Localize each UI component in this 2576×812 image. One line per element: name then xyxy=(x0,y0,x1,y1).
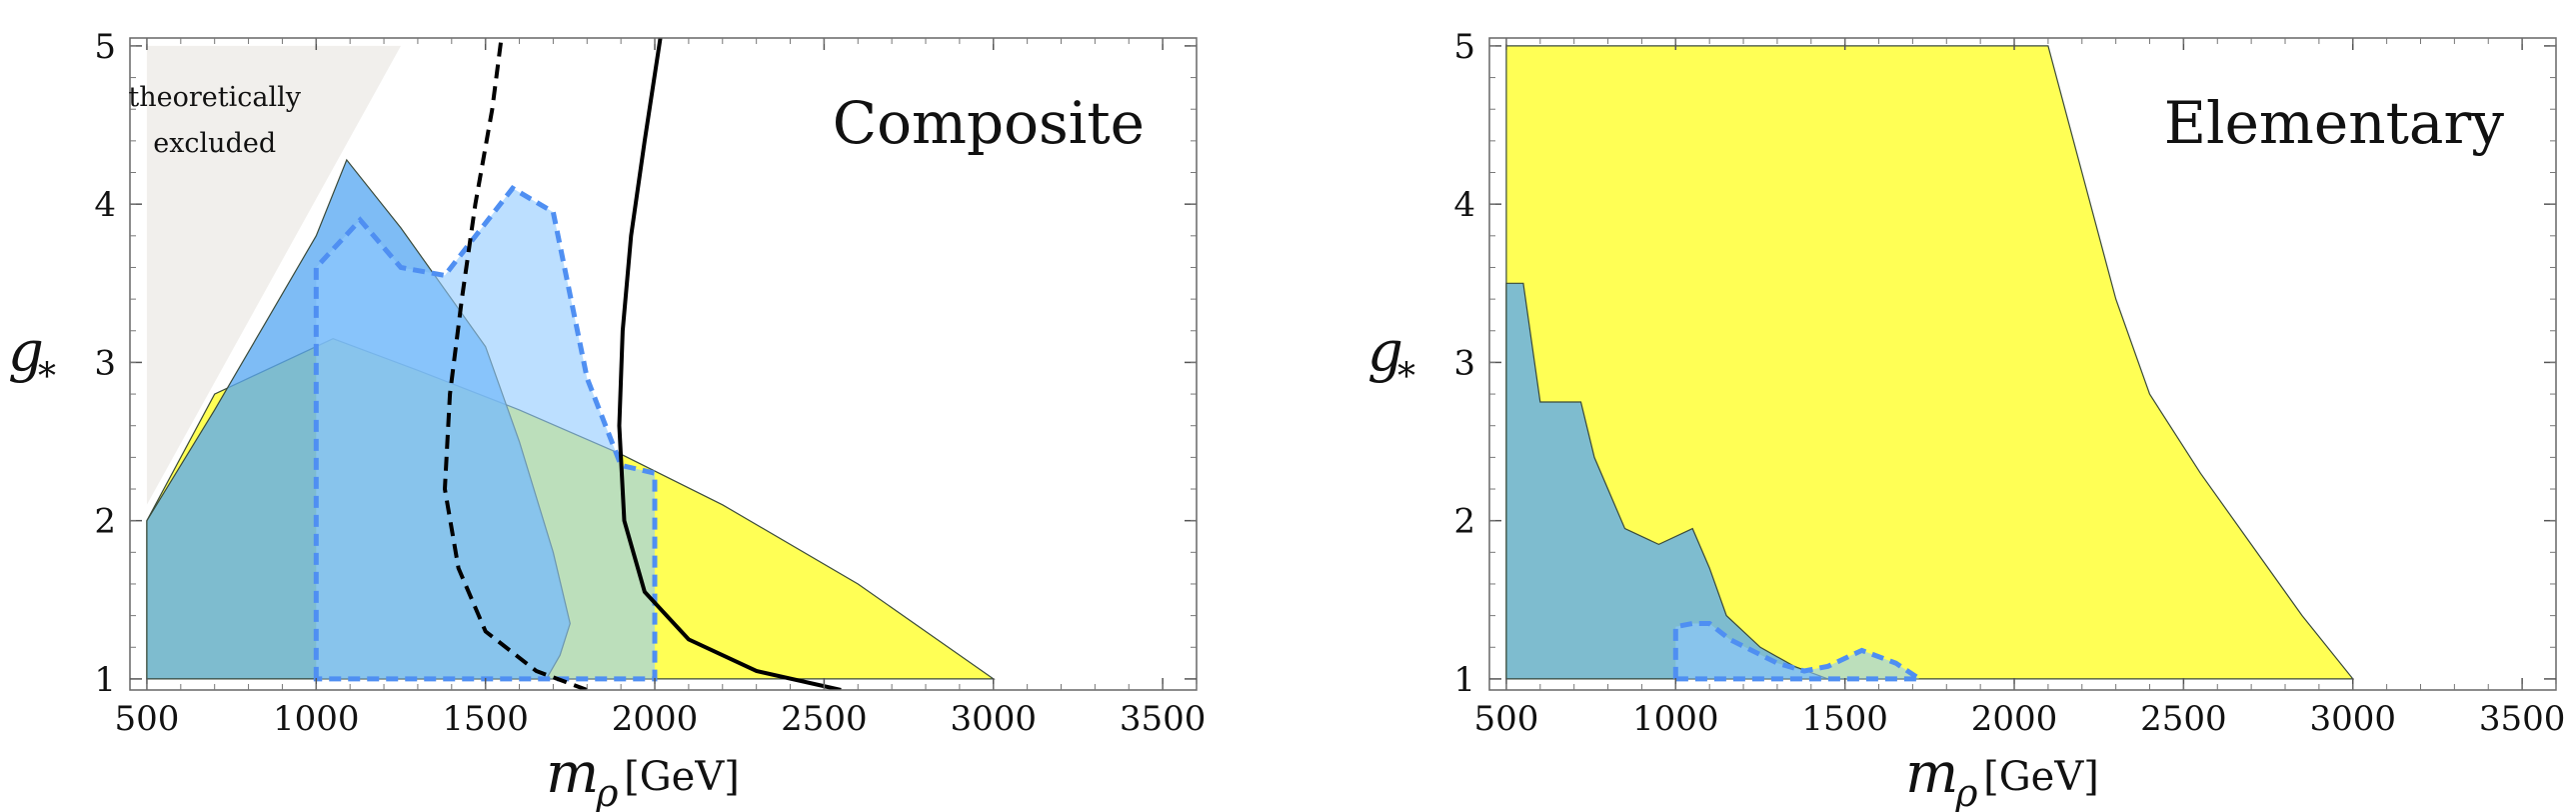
region-yellow xyxy=(1505,45,2355,680)
x-tick-label: 2000 xyxy=(612,699,699,739)
y-tick-label: 1 xyxy=(1453,660,1475,700)
y-tick-label: 3 xyxy=(1453,343,1475,383)
y-axis-label-subscript: * xyxy=(38,356,56,397)
y-axis-label: g xyxy=(1367,319,1403,384)
y-axis-label-subscript: * xyxy=(1397,356,1415,397)
composite-panel: 500 1000 1500 2000 2500 3000 3500 1 2 3 4 5 Composit… xyxy=(8,27,1206,812)
plot-frame xyxy=(129,37,1198,691)
x-tick-label: 2500 xyxy=(2140,699,2227,739)
y-tick-label: 3 xyxy=(94,343,116,383)
panel-label: Composite xyxy=(833,89,1145,157)
y-axis-label: g xyxy=(8,319,44,384)
x-axis-label-unit: [GeV] xyxy=(1983,754,2099,800)
elementary-panel: 500 1000 1500 2000 2500 3000 3500 1 2 3 4 5 Elementa… xyxy=(1367,27,2565,812)
x-tick-label: 2000 xyxy=(1971,699,2058,739)
region-blue-dashed xyxy=(313,185,658,682)
y-tick-label: 1 xyxy=(94,660,116,700)
y-tick-label: 4 xyxy=(1453,185,1475,225)
panel-label: Elementary xyxy=(2164,89,2505,157)
region-blue-solid xyxy=(1505,282,1828,680)
x-tick-label: 1500 xyxy=(442,699,529,739)
x-tick-label: 3500 xyxy=(2479,699,2566,739)
x-axis-label-subscript: ρ xyxy=(595,771,619,812)
curve-solid-black xyxy=(617,38,842,690)
x-axis-label-unit: [GeV] xyxy=(624,754,740,800)
x-tick-label: 3500 xyxy=(1120,699,1207,739)
annotation-line-1: theoretically xyxy=(128,82,301,113)
y-tick-label: 2 xyxy=(94,502,116,542)
plot-frame xyxy=(1488,37,2557,691)
y-tick-label: 4 xyxy=(94,185,116,225)
x-axis-label: m xyxy=(1905,741,1958,806)
x-tick-label: 2500 xyxy=(781,699,868,739)
plot-area xyxy=(146,38,996,690)
x-tick-label: 500 xyxy=(1473,699,1538,739)
annotation-line-2: excluded xyxy=(153,128,276,159)
x-axis-label-subscript: ρ xyxy=(1954,771,1978,812)
theoretically-excluded-region xyxy=(146,45,401,505)
region-blue-dashed xyxy=(1672,621,1928,682)
y-tick-label: 5 xyxy=(94,27,116,67)
x-tick-label: 1500 xyxy=(1801,699,1888,739)
x-axis-label: m xyxy=(546,741,599,806)
x-tick-label: 3000 xyxy=(2309,699,2396,739)
y-tick-label: 5 xyxy=(1453,27,1475,67)
y-tick-label: 2 xyxy=(1453,502,1475,542)
x-tick-label: 3000 xyxy=(950,699,1037,739)
x-tick-label: 1000 xyxy=(273,699,360,739)
x-tick-label: 500 xyxy=(114,699,179,739)
curve-dashed-black xyxy=(442,38,589,690)
plot-area xyxy=(1505,45,2355,682)
x-tick-label: 1000 xyxy=(1632,699,1719,739)
